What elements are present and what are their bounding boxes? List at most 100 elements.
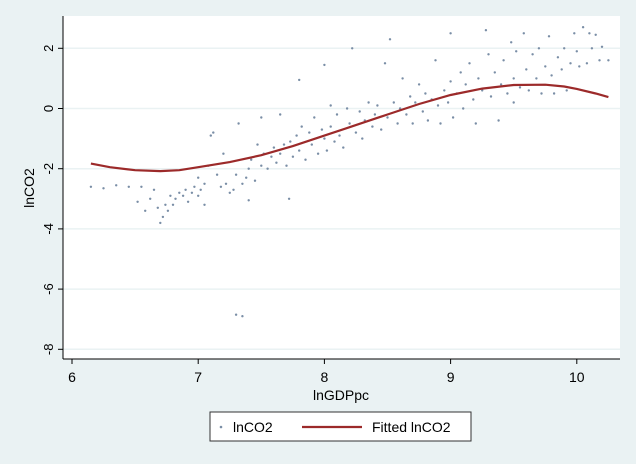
data-point xyxy=(547,35,551,38)
y-axis-label: lnCO2 xyxy=(21,168,37,208)
data-point xyxy=(212,131,215,134)
y-tick-label: 2 xyxy=(41,45,56,52)
data-point xyxy=(115,184,118,187)
data-point xyxy=(392,101,395,104)
data-point xyxy=(380,128,383,131)
data-point xyxy=(361,137,364,140)
data-point xyxy=(184,188,187,191)
data-point xyxy=(569,62,572,65)
data-point xyxy=(215,173,219,176)
data-point xyxy=(253,179,257,182)
data-point xyxy=(367,101,370,104)
data-point xyxy=(409,95,412,98)
data-point xyxy=(152,188,156,191)
data-point xyxy=(451,116,455,119)
data-point xyxy=(313,116,316,119)
data-point xyxy=(565,89,568,92)
data-point xyxy=(472,98,475,101)
data-point xyxy=(588,32,591,35)
x-axis-label: lnGDPpc xyxy=(313,387,369,403)
data-point xyxy=(335,113,339,116)
data-point xyxy=(414,101,417,104)
data-point xyxy=(522,32,525,35)
data-point xyxy=(333,140,336,143)
data-point xyxy=(266,167,269,170)
data-point xyxy=(260,164,263,167)
data-point xyxy=(396,122,399,125)
data-point xyxy=(434,59,437,62)
data-point xyxy=(563,47,566,50)
data-point xyxy=(245,176,248,179)
legend-scatter-marker xyxy=(219,425,223,429)
data-point xyxy=(436,104,440,107)
data-point xyxy=(234,313,238,316)
data-point xyxy=(401,77,404,80)
data-point xyxy=(279,113,282,116)
data-point xyxy=(525,68,528,71)
data-point xyxy=(298,149,301,152)
data-point xyxy=(149,197,152,200)
data-point xyxy=(502,59,505,62)
data-point xyxy=(325,149,329,152)
data-point xyxy=(468,62,471,65)
data-point xyxy=(348,122,351,125)
data-point xyxy=(323,63,326,67)
data-point xyxy=(594,33,597,36)
data-point xyxy=(164,203,167,206)
data-point xyxy=(497,119,500,122)
data-point xyxy=(203,182,206,185)
data-point xyxy=(351,47,354,50)
data-point xyxy=(581,26,585,29)
scatter-points xyxy=(89,26,610,318)
data-point xyxy=(127,185,130,188)
data-point xyxy=(144,209,147,212)
data-point xyxy=(298,78,301,82)
data-point xyxy=(585,62,589,65)
data-point xyxy=(275,161,278,164)
data-point xyxy=(424,92,427,95)
fitted-line xyxy=(90,83,609,173)
data-point xyxy=(386,116,389,119)
data-point xyxy=(338,134,341,137)
data-point xyxy=(484,29,488,32)
data-point xyxy=(383,62,387,65)
data-point xyxy=(575,50,578,53)
data-point xyxy=(323,137,326,140)
data-point xyxy=(304,158,307,161)
data-point xyxy=(247,199,250,202)
data-point xyxy=(598,59,601,62)
data-point xyxy=(234,173,238,176)
data-point xyxy=(178,191,181,194)
data-point xyxy=(291,155,295,158)
data-point xyxy=(310,143,313,146)
data-point xyxy=(354,131,358,134)
data-point xyxy=(515,50,518,53)
data-point xyxy=(462,107,465,110)
x-tick-label: 6 xyxy=(68,369,76,385)
data-point xyxy=(487,53,490,56)
data-point xyxy=(320,128,324,131)
data-point xyxy=(527,89,530,92)
data-point xyxy=(287,197,291,200)
data-point xyxy=(590,47,594,50)
y-tick-label: 0 xyxy=(41,105,56,112)
data-point xyxy=(506,92,509,95)
data-point xyxy=(241,315,244,318)
data-point xyxy=(371,125,374,128)
data-point xyxy=(426,119,430,122)
x-tick-label: 7 xyxy=(194,369,202,385)
data-point xyxy=(544,65,547,68)
data-point xyxy=(193,185,196,188)
data-point xyxy=(518,86,522,89)
data-point xyxy=(464,83,467,86)
data-point xyxy=(578,65,581,68)
data-point xyxy=(159,221,162,225)
legend-label-lnco2: lnCO2 xyxy=(233,419,273,435)
data-point xyxy=(197,176,200,179)
data-point xyxy=(439,122,442,125)
data-point xyxy=(260,116,263,119)
data-point xyxy=(169,194,172,197)
plot-area xyxy=(63,16,620,359)
data-point xyxy=(600,45,604,48)
y-tick-label: -6 xyxy=(41,283,56,295)
